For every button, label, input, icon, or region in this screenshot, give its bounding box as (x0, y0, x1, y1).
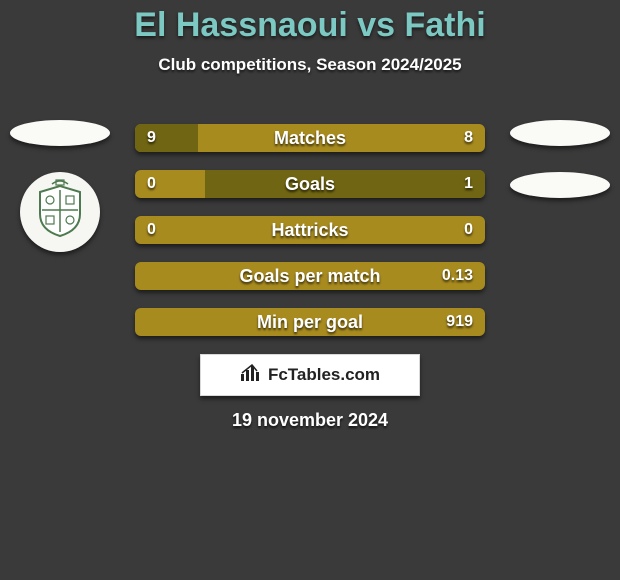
page-subtitle: Club competitions, Season 2024/2025 (0, 55, 620, 75)
stat-label: Hattricks (135, 216, 485, 244)
team-placeholder-oval (510, 120, 610, 146)
stat-left-value: 0 (147, 216, 156, 244)
left-team-column (0, 120, 120, 252)
right-team-column (500, 120, 620, 198)
stat-row: Matches9 8 (135, 124, 485, 152)
comparison-card: El Hassnaoui vs Fathi Club competitions,… (0, 0, 620, 580)
team-placeholder-oval (510, 172, 610, 198)
stat-row: Min per goal919 (135, 308, 485, 336)
stat-right-value: 0 (464, 216, 473, 244)
stat-label: Goals (135, 170, 485, 198)
stat-left-value: 9 (147, 124, 156, 152)
stat-label: Goals per match (135, 262, 485, 290)
brand-card: FcTables.com (200, 354, 420, 396)
stat-row: Hattricks0 0 (135, 216, 485, 244)
brand-label: FcTables.com (268, 365, 380, 385)
team-crest (20, 172, 100, 252)
footer-date: 19 november 2024 (0, 410, 620, 431)
page-title: El Hassnaoui vs Fathi (0, 0, 620, 45)
comparison-bars: Matches98Goals01Hattricks00Goals per mat… (135, 124, 485, 336)
crest-icon (28, 178, 92, 247)
stat-row: Goals0 1 (135, 170, 485, 198)
chart-bars-icon (240, 364, 262, 387)
stat-right-value: 0.13 (442, 262, 473, 290)
stat-right-value: 1 (464, 170, 473, 198)
stat-label: Min per goal (135, 308, 485, 336)
team-placeholder-oval (10, 120, 110, 146)
stat-right-value: 919 (446, 308, 473, 336)
stat-left-value: 0 (147, 170, 156, 198)
stat-label: Matches (135, 124, 485, 152)
stat-right-value: 8 (464, 124, 473, 152)
stat-row: Goals per match0.13 (135, 262, 485, 290)
